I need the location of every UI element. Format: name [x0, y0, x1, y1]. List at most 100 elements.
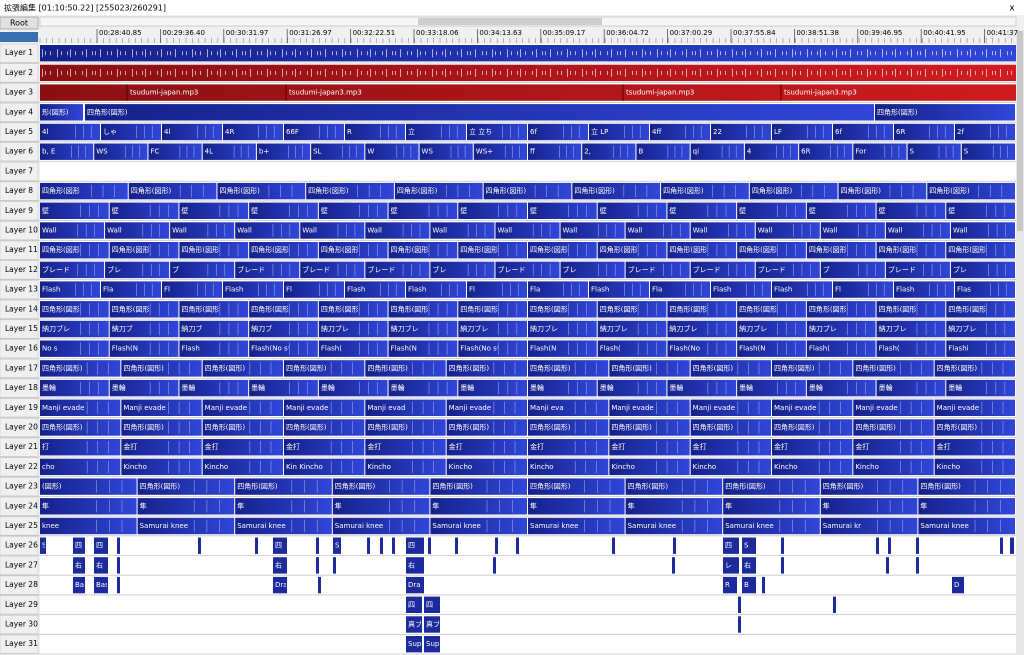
clip[interactable] [273, 576, 287, 594]
clip-label[interactable]: 四 [275, 542, 282, 550]
clip[interactable] [853, 458, 934, 476]
clip[interactable] [94, 143, 148, 160]
clip[interactable] [40, 498, 137, 515]
layer-name[interactable]: Layer 3 [5, 88, 33, 97]
clip[interactable] [388, 320, 458, 338]
clip[interactable] [885, 222, 950, 239]
clip[interactable] [284, 360, 365, 377]
clip-label[interactable]: B [638, 148, 643, 156]
clip[interactable] [650, 123, 710, 141]
clip-label[interactable]: 四角形(図形) [181, 304, 222, 313]
clip-label[interactable]: 四角形(図形) [929, 186, 970, 195]
clip-label[interactable]: 4ff [652, 128, 661, 136]
clip[interactable] [109, 379, 179, 397]
clip-label[interactable]: Flash(N [739, 345, 765, 353]
clip[interactable] [723, 576, 737, 594]
clip-label[interactable]: Manji evad [367, 404, 405, 412]
clip-label[interactable]: R [347, 128, 352, 136]
clip[interactable] [40, 281, 100, 298]
clip-label[interactable]: 四角形(図形) [87, 107, 128, 116]
clip[interactable] [109, 320, 179, 338]
clip[interactable] [40, 182, 128, 200]
clip[interactable] [742, 557, 756, 574]
layer-header[interactable] [0, 122, 39, 142]
clip[interactable] [40, 242, 109, 259]
clip-label[interactable]: 22 [713, 128, 722, 136]
layer-name[interactable]: Layer 8 [5, 186, 33, 195]
clip[interactable] [934, 399, 1015, 416]
clip[interactable] [762, 576, 765, 594]
clip[interactable] [528, 301, 597, 318]
clip-label[interactable]: Flash( [879, 345, 900, 353]
layer-header[interactable] [0, 417, 39, 437]
clip[interactable] [737, 320, 806, 338]
clip[interactable] [202, 360, 283, 377]
clip[interactable] [589, 123, 649, 141]
clip-label[interactable]: 形(図形) [42, 108, 69, 116]
clip[interactable] [772, 123, 832, 141]
clip-label[interactable]: b+ [259, 148, 269, 156]
clip-label[interactable]: Flash( [809, 345, 830, 353]
clip[interactable] [137, 478, 235, 495]
clip-label[interactable]: 納刀ブ [251, 324, 272, 333]
clip-label[interactable]: 四角形(図形 [42, 186, 80, 195]
clip-label[interactable]: WS [96, 148, 108, 156]
clip[interactable] [934, 360, 1015, 377]
clip[interactable] [894, 123, 954, 141]
clip-label[interactable]: Kincho [449, 463, 473, 471]
clip-label[interactable]: Manji evade [449, 404, 491, 412]
clip[interactable] [625, 261, 690, 279]
clip-label[interactable]: 四角形(図形) [841, 186, 882, 195]
clip-label[interactable]: 四角形(図形) [600, 304, 641, 313]
clip-label[interactable]: 墨輪 [181, 383, 195, 392]
clip-label[interactable]: 墨輪 [669, 383, 683, 392]
clip[interactable] [316, 557, 319, 574]
clip-label[interactable]: 66F [286, 128, 299, 136]
clip-label[interactable]: 納刀ブレ [321, 324, 349, 333]
layer-name[interactable]: Layer 21 [5, 442, 38, 451]
clip[interactable] [117, 576, 120, 594]
clip[interactable] [109, 301, 179, 318]
layer-header[interactable] [0, 575, 39, 595]
clip-label[interactable]: 真ブ [426, 620, 440, 629]
clip-label[interactable]: 四角形(図形) [600, 245, 641, 254]
clip-label[interactable]: 四角形(図形) [879, 245, 920, 254]
clip[interactable] [885, 261, 950, 279]
clip[interactable] [772, 439, 853, 456]
clip-label[interactable]: Samurai knee [920, 522, 968, 530]
layer-name[interactable]: Layer 11 [5, 245, 38, 254]
clip-label[interactable]: 四角形(図形) [460, 245, 501, 254]
clip-label[interactable]: 壁 [809, 206, 816, 215]
clip[interactable] [148, 143, 202, 160]
clip[interactable] [820, 478, 918, 495]
clip[interactable] [690, 261, 755, 279]
clip[interactable] [311, 143, 365, 160]
clip-label[interactable]: 隼 [237, 501, 244, 510]
clip-label[interactable]: 隼 [823, 501, 830, 510]
layer-name[interactable]: Layer 12 [5, 265, 38, 274]
clip-label[interactable]: 四角形(図形) [335, 482, 376, 491]
clip-label[interactable]: WS [422, 148, 434, 156]
clip[interactable] [833, 596, 836, 613]
clip[interactable] [388, 340, 458, 357]
clip-label[interactable]: ブレード [367, 265, 395, 274]
clip[interactable] [560, 222, 625, 239]
clip-label[interactable]: 墨輪 [530, 383, 544, 392]
clip[interactable] [333, 557, 336, 574]
clip[interactable] [772, 399, 853, 416]
clip-label[interactable]: knee [42, 522, 59, 530]
clip-label[interactable]: 金打 [611, 442, 625, 451]
clip[interactable] [318, 202, 388, 219]
clip-label[interactable]: ブレード [497, 265, 525, 274]
clip-label[interactable]: 墨輪 [251, 383, 265, 392]
layer-header[interactable] [0, 358, 39, 378]
clip[interactable] [40, 537, 46, 554]
clip[interactable] [40, 340, 109, 357]
clip[interactable] [284, 419, 365, 436]
clip[interactable] [888, 537, 891, 554]
clip-label[interactable]: S [42, 542, 47, 550]
clip[interactable] [73, 537, 85, 554]
clip[interactable] [430, 517, 527, 535]
clip-label[interactable]: 四角形(図形) [460, 304, 501, 313]
clip[interactable] [424, 596, 440, 613]
